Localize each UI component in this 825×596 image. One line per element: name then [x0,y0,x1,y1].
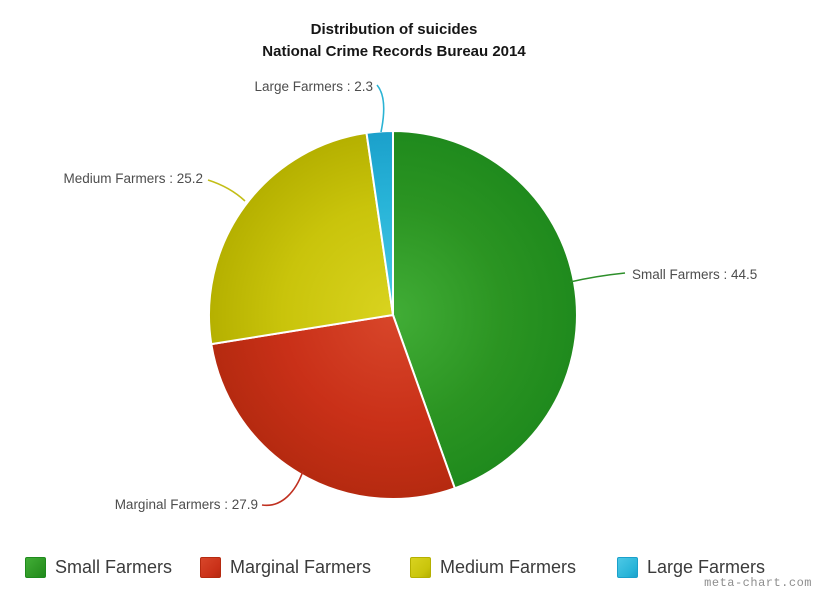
chart-title: Distribution of suicides [310,21,478,38]
legend-label-large-farmers: Large Farmers [647,556,766,577]
leader-line-marginal-farmers [261,470,304,507]
callout-label-medium-farmers: Medium Farmers : 25.2 [63,171,203,186]
leader-line-small-farmers [569,272,626,283]
legend-swatch-small-farmers [25,556,46,578]
pie-slice-medium-farmers [208,131,394,346]
legend-label-medium-farmers: Medium Farmers [440,556,577,577]
legend-item-small-farmers: Small Farmers [25,556,172,578]
callout-label-large-farmers: Large Farmers : 2.3 [254,79,373,94]
pie-slice-large-farmers [365,129,394,316]
pie-slice-marginal-farmers [210,314,456,500]
callout-label-small-farmers: Small Farmers : 44.5 [632,267,758,282]
legend-swatch-marginal-farmers [200,556,221,578]
callout-label-marginal-farmers: Marginal Farmers : 27.9 [114,497,258,512]
legend-label-small-farmers: Small Farmers [55,556,173,577]
legend-swatch-large-farmers [617,556,638,578]
legend-label-marginal-farmers: Marginal Farmers [230,556,372,577]
meta-chart-watermark: meta-chart.com [704,576,812,590]
pie-slices [208,129,578,500]
leader-line-medium-farmers [207,179,246,202]
legend-item-large-farmers: Large Farmers [617,556,765,578]
chart-subtitle: National Crime Records Bureau 2014 [262,43,526,60]
legend-item-marginal-farmers: Marginal Farmers [200,556,371,578]
leader-line-large-farmers [376,84,385,133]
pie-slice-small-farmers [392,130,578,490]
legend-swatch-medium-farmers [410,556,431,578]
legend-item-medium-farmers: Medium Farmers [410,556,576,578]
